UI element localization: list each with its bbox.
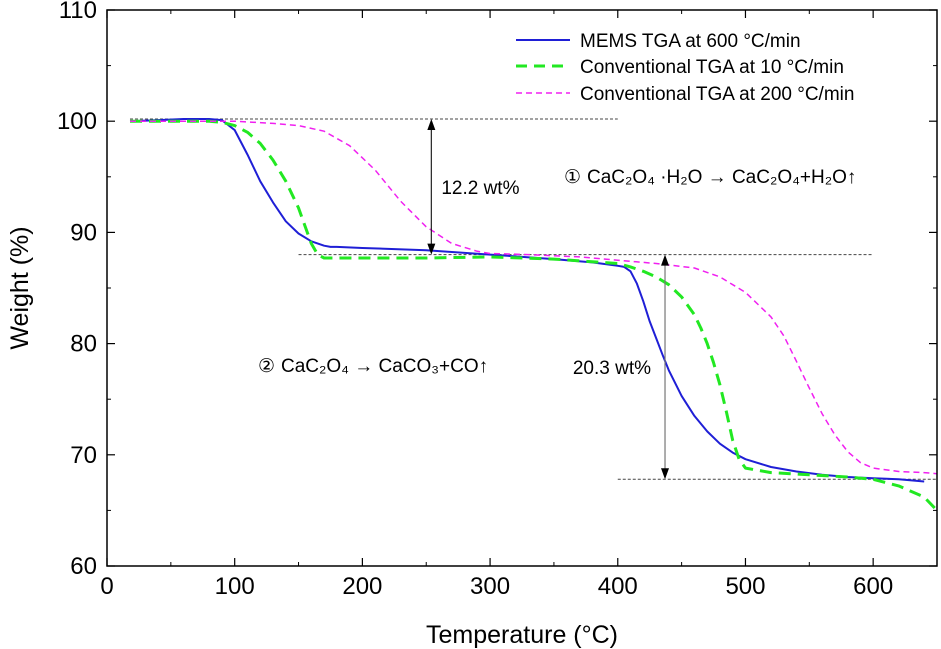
y-tick-label: 100 [57, 108, 97, 135]
y-tick-label: 110 [59, 0, 97, 24]
reaction-2-equation: CaC₂O₄ → CaCO₃+CO↑ [281, 356, 488, 377]
axis-tick-labels: 0 100 200 300 400 500 600 60 70 80 90 100 110 [57, 0, 893, 600]
y-tick-label: 80 [70, 331, 97, 358]
arrow-head-down [427, 243, 436, 255]
axis-ticks [106, 9, 937, 567]
reaction-1-equation: CaC₂O₄ ·H₂O → CaC₂O₄+H₂O↑ [587, 167, 856, 188]
weight-loss-label: 20.3 wt% [573, 358, 651, 379]
reaction-1-marker: ① [564, 167, 581, 188]
x-tick-label: 600 [853, 573, 893, 600]
reaction-2-marker: ② [258, 356, 275, 377]
legend-label-conv200: Conventional TGA at 200 °C/min [580, 84, 854, 105]
y-tick-label: 90 [70, 219, 97, 246]
x-axis-title: Temperature (°C) [426, 621, 618, 649]
x-tick-label: 400 [598, 573, 638, 600]
arrow-head-up [661, 254, 670, 266]
y-axis-title: Weight (%) [6, 226, 34, 349]
legend-label-mems: MEMS TGA at 600 °C/min [580, 31, 801, 52]
weight-loss-label: 12.2 wt% [441, 178, 519, 199]
weight-loss-arrows: 12.2 wt% 20.3 wt% [427, 118, 670, 480]
y-tick-label: 70 [70, 442, 97, 469]
legend: MEMS TGA at 600 °C/min Conventional TGA … [516, 31, 854, 105]
x-tick-label: 100 [215, 573, 255, 600]
series-line-mems-tga-at-600-c-min [129, 118, 925, 483]
x-tick-label: 200 [342, 573, 382, 600]
arrow-head-up [427, 118, 436, 130]
y-tick-label: 60 [70, 553, 97, 580]
series-line-conventional-tga-at-200-c-min [130, 120, 938, 475]
arrow-head-down [661, 468, 670, 480]
x-tick-label: 0 [100, 573, 113, 600]
series-layer [129, 118, 939, 512]
legend-label-conv10: Conventional TGA at 10 °C/min [580, 57, 844, 78]
x-tick-label: 500 [725, 573, 765, 600]
x-tick-label: 300 [470, 573, 510, 600]
series-line-conventional-tga-at-10-c-min [130, 119, 939, 512]
